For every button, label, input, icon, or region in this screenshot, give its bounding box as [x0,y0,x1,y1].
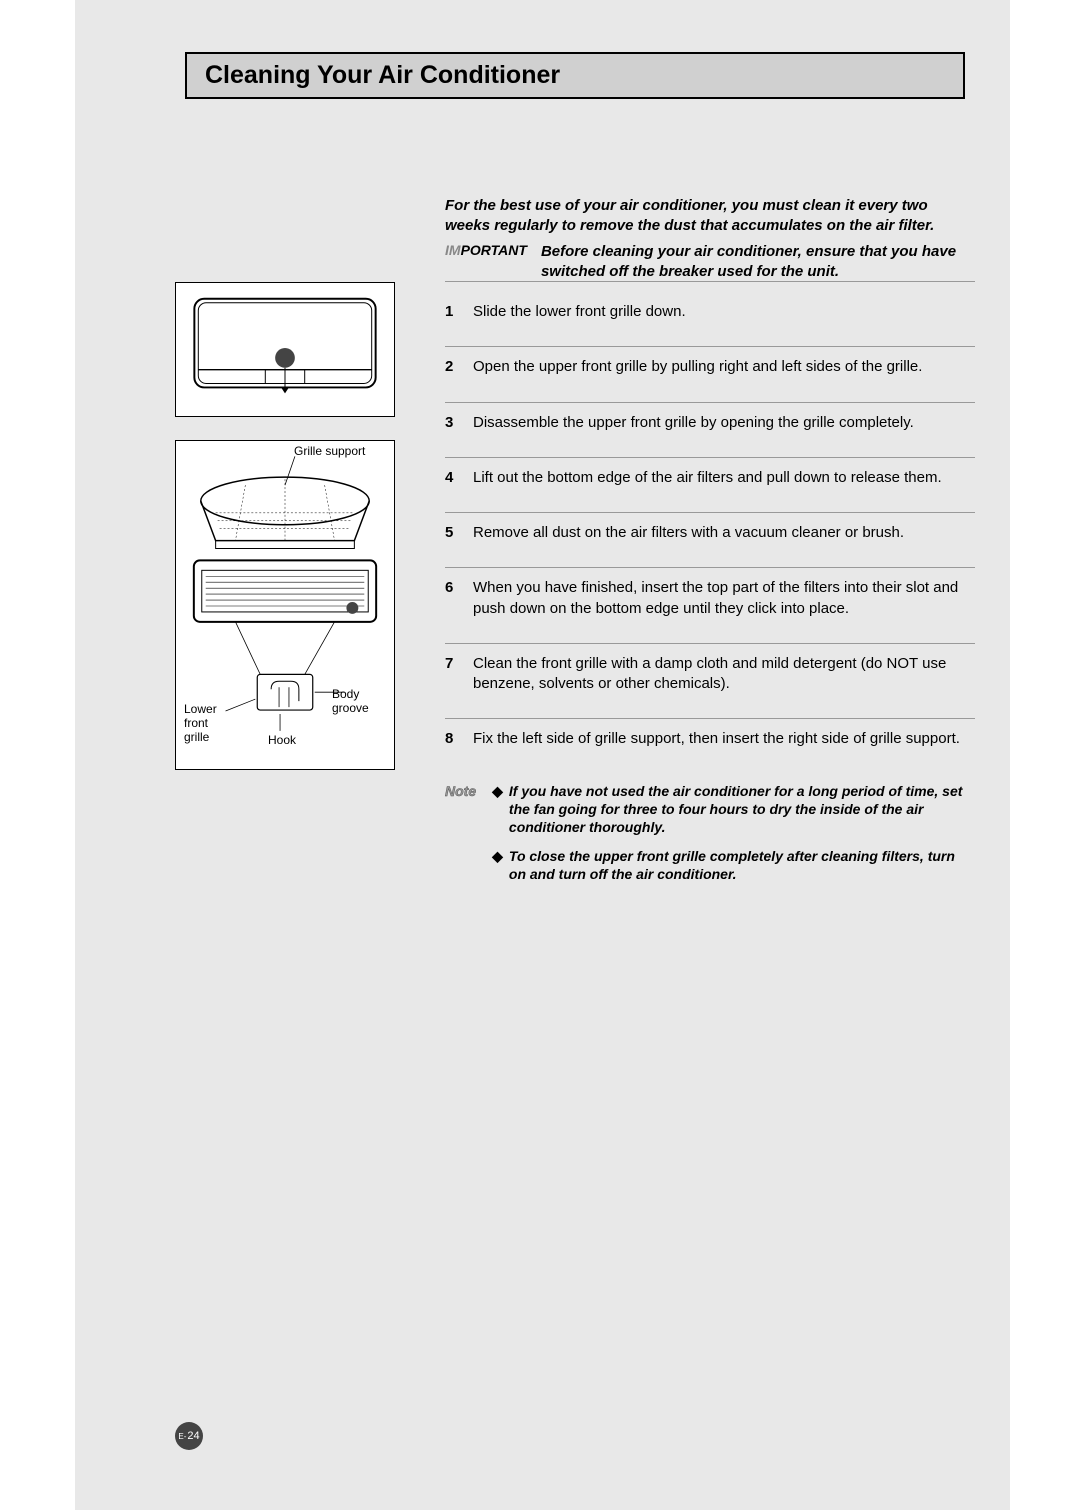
important-label-suffix: PORTANT [461,242,527,258]
manual-page: Cleaning Your Air Conditioner For the be… [75,0,1010,1510]
step-number: 6 [445,578,459,619]
note-text: If you have not used the air conditioner… [509,782,975,837]
title-bar: Cleaning Your Air Conditioner [185,52,965,99]
step-number: 1 [445,302,459,322]
figure-unit-exploded: Grille support Body groove Lower front g… [175,440,395,770]
page-number: 24 [187,1430,199,1442]
label-lower-front-grille: Lower front grille [184,703,217,744]
figure-unit-front [175,282,395,417]
bullet-icon: ◆ [492,847,503,883]
step-text: Clean the front grille with a damp cloth… [473,654,975,695]
step-text: When you have finished, insert the top p… [473,578,975,619]
step-text: Remove all dust on the air filters with … [473,523,904,543]
step-item: 2 Open the upper front grille by pulling… [445,347,975,402]
step-number: 2 [445,357,459,377]
step-item: 1 Slide the lower front grille down. [445,292,975,347]
step-text: Fix the left side of grille support, the… [473,729,960,749]
page-title: Cleaning Your Air Conditioner [187,54,963,97]
bullet-icon: ◆ [492,782,503,837]
step-item: 3 Disassemble the upper front grille by … [445,403,975,458]
step-text: Open the upper front grille by pulling r… [473,357,922,377]
page-number-prefix: E- [178,1432,186,1441]
step-item: 7 Clean the front grille with a damp clo… [445,644,975,720]
step-item: 5 Remove all dust on the air filters wit… [445,513,975,568]
step-item: 4 Lift out the bottom edge of the air fi… [445,458,975,513]
important-label-prefix: IM [445,242,461,258]
note-items: ◆ If you have not used the air condition… [492,782,975,893]
step-item: 8 Fix the left side of grille support, t… [445,719,975,773]
notes-block: Note ◆ If you have not used the air cond… [445,782,975,893]
note-item: ◆ If you have not used the air condition… [492,782,975,837]
step-number: 7 [445,654,459,695]
label-body-groove: Body groove [332,688,394,716]
note-label: Note [445,782,476,893]
step-number: 5 [445,523,459,543]
step-text: Disassemble the upper front grille by op… [473,413,914,433]
intro-paragraph: For the best use of your air conditioner… [445,196,975,237]
step-item: 6 When you have finished, insert the top… [445,568,975,644]
note-text: To close the upper front grille complete… [509,847,975,883]
important-text: Before cleaning your air conditioner, en… [541,242,975,281]
step-number: 3 [445,413,459,433]
divider [445,281,975,282]
important-callout: IMPORTANT Before cleaning your air condi… [445,242,975,281]
important-label: IMPORTANT [445,242,527,258]
step-number: 8 [445,729,459,749]
step-text: Slide the lower front grille down. [473,302,686,322]
page-number-badge: E-24 [175,1422,203,1450]
label-grille-support: Grille support [294,445,365,459]
note-item: ◆ To close the upper front grille comple… [492,847,975,883]
step-number: 4 [445,468,459,488]
unit-front-icon [176,283,394,416]
label-hook: Hook [268,734,296,748]
step-text: Lift out the bottom edge of the air filt… [473,468,942,488]
steps-list: 1 Slide the lower front grille down. 2 O… [445,292,975,774]
